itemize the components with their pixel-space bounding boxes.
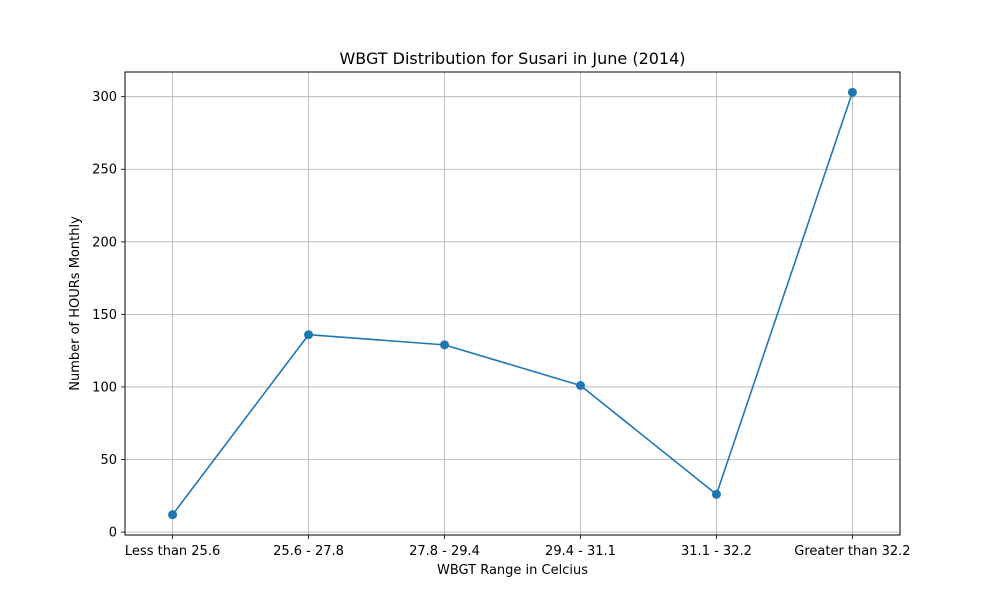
x-tick-label: Greater than 32.2	[794, 544, 910, 559]
y-tick-label: 0	[109, 526, 117, 541]
data-point	[575, 381, 585, 391]
y-tick-label: 200	[92, 235, 117, 250]
x-tick-label: 31.1 - 32.2	[681, 544, 752, 559]
data-point	[847, 87, 857, 97]
x-tick-label: 25.6 - 27.8	[273, 544, 344, 559]
chart-title: WBGT Distribution for Susari in June (20…	[339, 49, 685, 68]
y-tick-label: 50	[100, 453, 117, 468]
y-tick-label: 300	[92, 90, 117, 105]
x-axis-title: WBGT Range in Celcius	[437, 563, 588, 578]
y-axis-title: Number of HOURs Monthly	[68, 216, 83, 391]
data-point	[304, 330, 314, 340]
data-point	[440, 340, 450, 350]
plot-frame	[124, 71, 901, 536]
series	[168, 87, 857, 520]
x-tick-label: 29.4 - 31.1	[545, 544, 616, 559]
axes: Less than 25.6 25.6 - 27.8 27.8 - 29.4 29.4…	[92, 90, 910, 559]
y-tick-label: 100	[92, 380, 117, 395]
x-tick-label: 27.8 - 29.4	[409, 544, 480, 559]
y-tick-label: 250	[92, 163, 117, 178]
data-point	[711, 489, 721, 499]
data-point	[168, 510, 178, 520]
x-tick-label: Less than 25.6	[125, 544, 220, 559]
y-tick-label: 150	[92, 308, 117, 323]
grid	[125, 72, 900, 535]
series-line	[171, 92, 854, 516]
